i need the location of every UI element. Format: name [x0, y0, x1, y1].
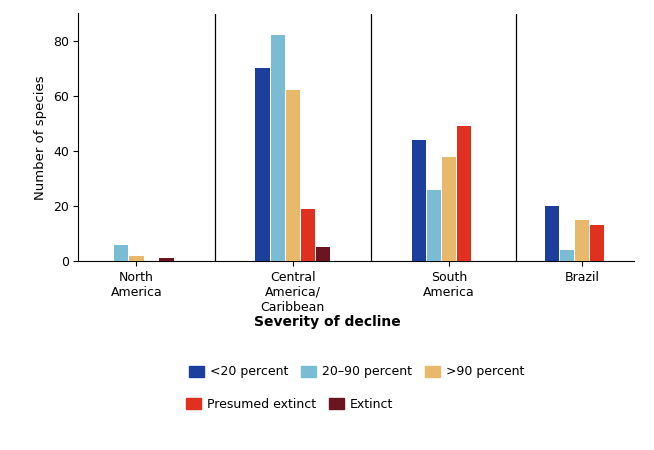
Bar: [301, 209, 315, 261]
Text: Severity of decline: Severity of decline: [254, 315, 400, 329]
Bar: [427, 189, 441, 261]
Legend: Presumed extinct, Extinct: Presumed extinct, Extinct: [181, 393, 398, 416]
Bar: [286, 90, 300, 261]
Bar: [129, 256, 143, 261]
Bar: [545, 206, 559, 261]
Bar: [412, 140, 426, 261]
Bar: [114, 244, 128, 261]
Bar: [590, 225, 604, 261]
Bar: [160, 258, 174, 261]
Bar: [316, 247, 330, 261]
Bar: [457, 126, 472, 261]
Bar: [271, 36, 285, 261]
Bar: [560, 250, 574, 261]
Bar: [575, 220, 589, 261]
Bar: [256, 68, 269, 261]
Bar: [442, 157, 456, 261]
Y-axis label: Number of species: Number of species: [34, 75, 47, 199]
